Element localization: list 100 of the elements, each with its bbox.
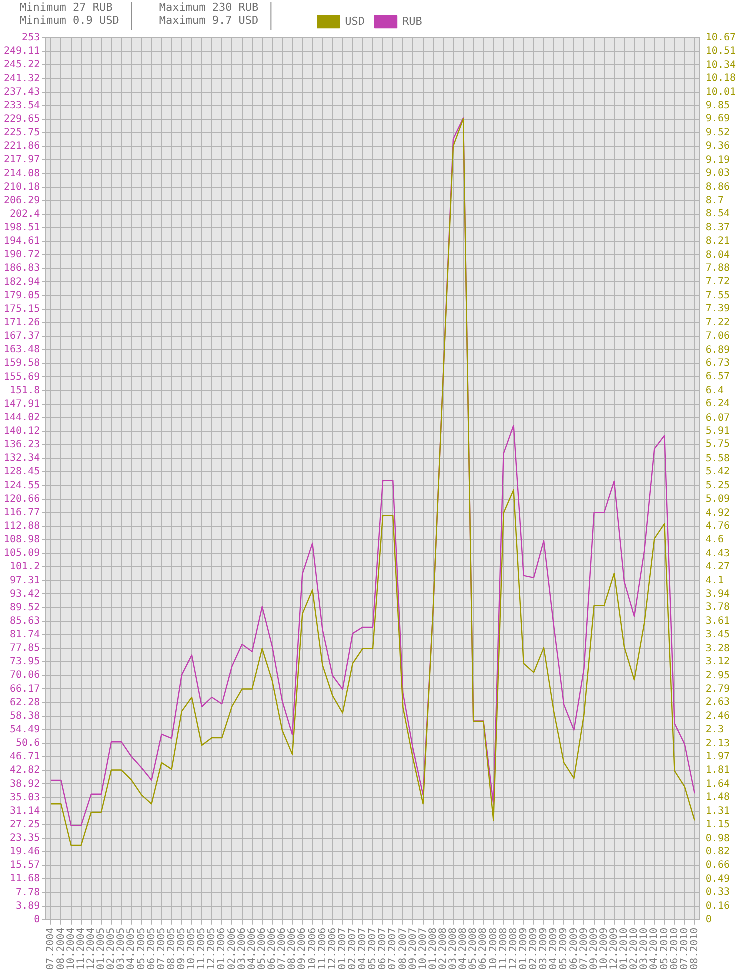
y2-tick-label: 7.55 [706,290,730,302]
text: Minimum 0.9 USD [20,14,120,27]
y2-tick-label: 7.22 [706,318,730,329]
y2-tick-label: 4.43 [706,548,730,560]
y-tick-label: 194.61 [4,236,40,248]
x-tick-label: 05.2009 [558,928,570,970]
x-tick-label: 04.2009 [548,928,560,970]
x-tick-label: 08.2004 [56,928,67,970]
y-tick-label: 120.66 [4,494,40,505]
y2-tick-label: 4.6 [706,534,724,546]
x-tick-label: 12.2005 [206,928,218,970]
x-tick-label: 04.2010 [649,928,660,970]
y2-tick-label: 7.88 [706,263,730,274]
x-tick-label: 04.2007 [358,928,369,970]
x-tick-label: 09.2007 [408,928,419,970]
y-tick-label: 128.45 [4,466,40,478]
y-tick-label: 233.54 [4,100,40,112]
y2-tick-label: 2.46 [706,711,730,722]
x-tick-label: 10.2007 [418,928,429,970]
y-tick-label: 35.03 [10,792,40,804]
x-tick-label: 06.2005 [146,928,158,970]
y-tick-label: 140.12 [4,426,40,438]
x-tick-label: 04.2008 [458,928,470,970]
y-tick-label: 202.4 [10,208,40,220]
y-tick-label: 147.91 [4,398,40,410]
x-tick-label: 12.2009 [609,928,620,970]
y-tick-label: 210.18 [4,182,40,193]
x-tick-label: 01.2010 [619,928,630,970]
y-tick-label: 179.05 [4,290,40,302]
x-tick-label: 08.2007 [398,928,409,970]
y-tick-label: 58.38 [10,710,40,722]
y-tick-label: 112.88 [4,520,40,532]
x-tick-label: 04.2005 [126,928,138,970]
y2-tick-label: 3.94 [706,588,730,600]
y2-tick-label: 4.27 [706,562,730,573]
y-tick-label: 46.71 [10,752,40,763]
x-tick-label: 08.2006 [287,928,298,970]
x-tick-label: 02.2005 [106,928,118,970]
y-tick-label: 0 [34,914,40,926]
y2-tick-label: 1.81 [706,764,730,776]
y-tick-label: 151.8 [10,385,40,396]
y2-tick-label: 6.57 [706,371,730,382]
y-tick-label: 11.68 [10,874,40,885]
y-tick-label: 190.72 [4,250,40,261]
y2-tick-label: 6.4 [706,386,724,396]
y2-tick-label: 9.69 [706,114,730,125]
y2-tick-label: 9.19 [706,154,730,166]
x-tick-label: 05.2005 [136,928,148,970]
y-tick-label: 27.25 [10,819,40,830]
y2-tick-label: 3.12 [706,656,730,668]
y-tick-label: 163.48 [4,344,40,356]
y2-tick-label: 5.09 [706,494,730,505]
y-tick-label: 155.69 [4,372,40,383]
x-tick-label: 02.2010 [629,928,640,970]
y-tick-label: 225.75 [4,128,40,139]
y2-tick-label: 0.16 [706,901,730,912]
y-tick-label: 214.08 [4,168,40,180]
x-tick-label: 03.2005 [116,928,128,970]
x-tick-label: 02.2007 [347,928,358,970]
x-tick-label: 01.2005 [96,928,108,970]
x-tick-label: 07.2006 [277,928,288,970]
y-tick-label: 38.92 [10,778,40,790]
y2-tick-label: 7.72 [706,276,730,288]
x-tick-label: 09.2006 [297,928,308,970]
y-tick-label: 144.02 [4,412,40,424]
text: Minimum 27 RUB [20,0,114,14]
y-tick-label: 7.78 [16,887,40,898]
x-tick-label: 08.2005 [166,928,178,970]
x-tick-label: 05.2008 [468,928,480,970]
y2-tick-label: 8.21 [706,236,730,247]
y-tick-label: 229.65 [4,114,40,125]
y-tick-label: 124.55 [4,480,40,492]
x-tick-label: 06.2007 [378,928,389,970]
y-tick-label: 50.6 [16,738,40,750]
y2-tick-label: 3.78 [706,602,730,614]
x-tick-label: 02.2006 [226,928,238,970]
y-tick-label: 186.83 [4,263,40,274]
x-tick-label: 07.2010 [679,928,690,970]
x-tick-label: 03.2009 [538,928,550,970]
y2-tick-label: 4.92 [706,508,730,519]
y-tick-label: 171.26 [4,318,40,329]
y2-tick-label: 2.95 [706,670,730,682]
x-tick-label: 01.2008 [428,928,439,970]
x-tick-label: 07.2007 [388,928,399,970]
y2-tick-label: 3.45 [706,629,730,640]
legend-label: RUB [402,14,423,28]
x-tick-label: 09.2009 [588,928,600,970]
y-tick-label: 66.17 [10,684,40,695]
y2-tick-label: 8.7 [706,195,724,206]
y2-tick-label: 10.67 [706,32,736,44]
y-tick-label: 221.86 [4,141,40,152]
y2-tick-label: 2.3 [706,724,724,736]
y2-tick-label: 5.25 [706,480,730,492]
y-tick-label: 3.89 [16,900,40,912]
x-tick-label: 08.2010 [689,928,700,970]
y-tick-label: 237.43 [4,86,40,98]
y2-tick-label: 0.82 [706,846,730,858]
y-tick-label: 31.14 [10,806,40,817]
x-tick-label: 03.2008 [448,928,460,970]
y-tick-label: 108.98 [4,534,40,546]
